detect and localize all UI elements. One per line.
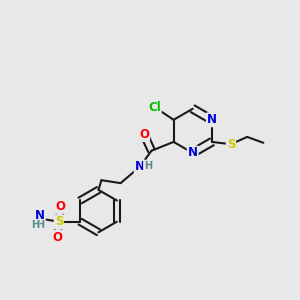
Text: H: H [31, 220, 39, 230]
Text: O: O [139, 128, 149, 141]
Text: O: O [52, 230, 62, 244]
Text: H: H [36, 220, 44, 230]
Text: N: N [35, 209, 45, 222]
Text: N: N [207, 113, 217, 126]
Text: Cl: Cl [148, 101, 161, 114]
Text: N: N [188, 146, 198, 159]
Text: O: O [56, 200, 65, 213]
Text: S: S [55, 215, 63, 228]
Text: S: S [227, 138, 235, 151]
Text: H: H [144, 161, 152, 171]
Text: N: N [135, 160, 145, 173]
